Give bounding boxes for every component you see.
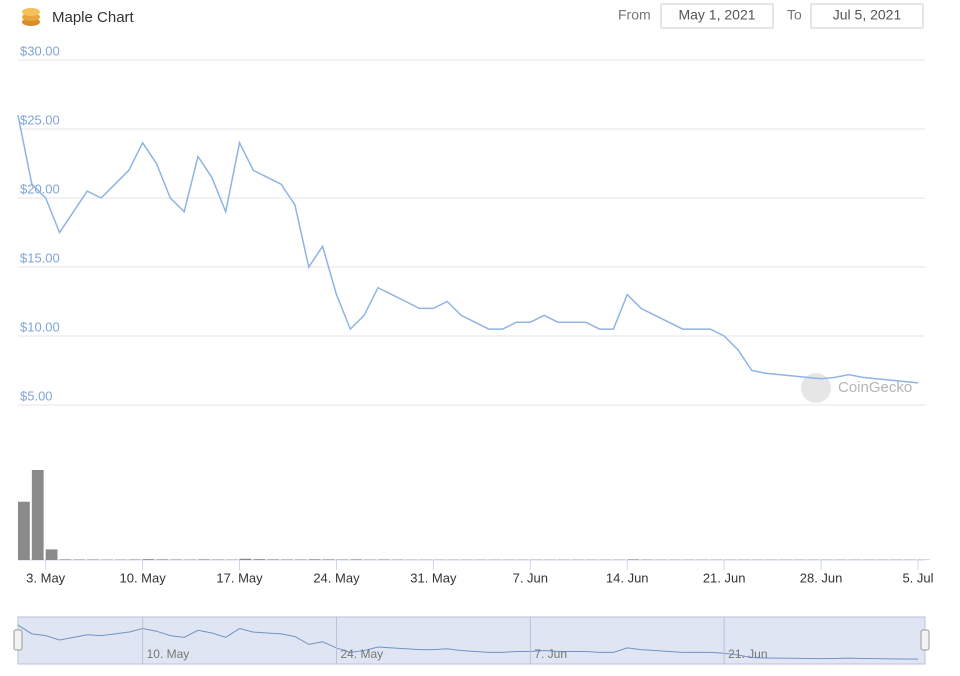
volume-bar [211,559,224,560]
volume-bar [142,559,155,560]
from-date: May 1, 2021 [678,7,755,23]
chart-title: Maple Chart [52,9,135,26]
x-tick-label: 31. May [410,570,457,585]
logo [22,8,40,26]
y-tick-label: $10.00 [20,319,60,334]
volume-bar [294,559,307,560]
volume-bar [322,559,335,560]
volume-bar [350,559,363,560]
from-label: From [618,7,651,23]
volume-bar [336,559,349,560]
volume-bar [18,501,30,560]
volume-bar [128,559,141,560]
volume-bar [170,559,183,560]
y-tick-label: $5.00 [20,388,53,403]
volume-bar [198,559,210,560]
navigator-tick-label: 21. Jun [728,647,767,661]
navigator-line [17,624,919,660]
volume-bar [253,559,266,560]
volume-bar [239,558,252,560]
watermark-logo [801,373,831,403]
to-input[interactable] [810,3,924,29]
navigator-tick-label: 24. May [340,647,383,661]
to-label: To [787,7,802,23]
watermark: CoinGecko [838,379,912,396]
x-tick-label: 10. May [119,570,166,585]
volume-bar [73,559,86,560]
navigator-tick-label: 10. May [147,647,190,661]
volume-bar [267,559,279,560]
volume-bar [87,559,99,560]
x-tick-label: 3. May [26,570,66,585]
y-tick-label: $15.00 [20,250,60,265]
price-line [17,115,919,384]
navigator-handle[interactable] [920,629,930,651]
to-date: Jul 5, 2021 [833,7,902,23]
x-tick-label: 7. Jun [513,570,548,585]
navigator-handle[interactable] [13,629,23,651]
x-tick-label: 28. Jun [800,570,843,585]
x-tick-label: 24. May [313,570,360,585]
volume-bar [45,549,58,560]
x-tick-label: 17. May [216,570,263,585]
x-tick-label: 14. Jun [606,570,649,585]
volume-bar [59,559,72,560]
y-tick-label: $20.00 [20,181,60,196]
volume-bar [308,559,321,560]
y-tick-label: $25.00 [20,112,60,127]
volume-bar [156,559,169,560]
volume-bar [31,470,44,560]
volume-bar [378,559,390,560]
volume-bar [281,559,293,560]
navigator-tick-label: 7. Jun [534,647,567,661]
navigator[interactable] [17,616,926,665]
y-tick-label: $30.00 [20,43,60,58]
volume-bar [627,559,639,560]
x-tick-label: 5. Jul [902,570,933,585]
x-tick-label: 21. Jun [703,570,746,585]
from-input[interactable] [660,3,774,29]
